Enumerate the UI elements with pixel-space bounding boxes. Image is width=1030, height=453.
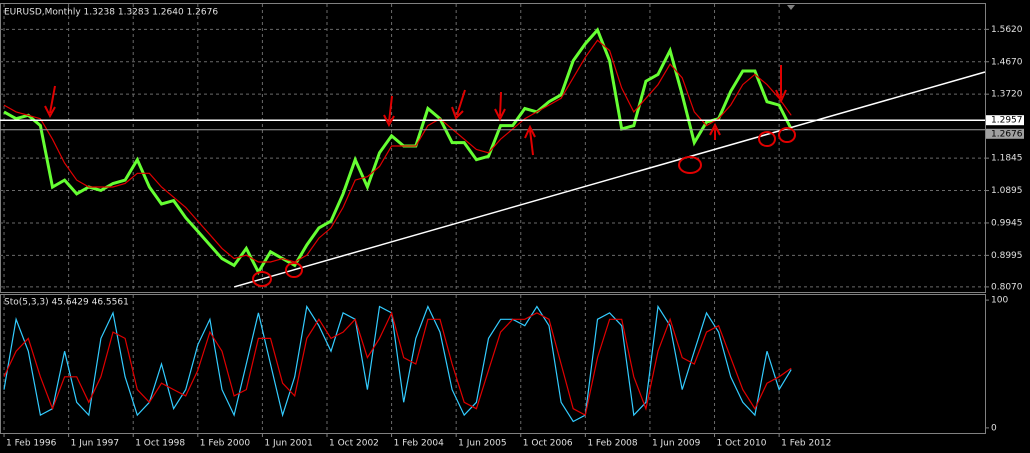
indicator-line xyxy=(3,311,792,417)
x-tick-label: 1 Feb 1996 xyxy=(6,439,57,449)
red-arrow xyxy=(451,89,466,120)
red-circle xyxy=(678,156,702,174)
price-line xyxy=(3,27,793,276)
red-circle xyxy=(778,127,796,143)
annotations xyxy=(44,65,796,287)
chart-title: EURUSD,Monthly 1.3238 1.3283 1.2640 1.26… xyxy=(4,8,218,18)
x-tick-label: 1 Jun 2009 xyxy=(652,439,701,449)
red-circle xyxy=(285,262,303,278)
x-tick-label: 1 Oct 1998 xyxy=(135,439,185,449)
red-arrow xyxy=(494,91,506,122)
indicator-line xyxy=(3,304,792,423)
y-tick-label: 1.0895 xyxy=(991,186,1023,196)
red-arrow xyxy=(709,122,721,140)
red-circle xyxy=(252,271,272,287)
price-level-box xyxy=(986,115,1024,126)
trend-line xyxy=(233,71,986,288)
red-arrow xyxy=(775,65,787,104)
price-level-label: 1.2676 xyxy=(991,129,1023,139)
x-tick-label: 1 Jun 1997 xyxy=(71,439,119,449)
y-tick-label: 1.4670 xyxy=(991,57,1023,67)
x-tick-label: 1 Jun 2005 xyxy=(458,439,506,449)
x-tick-label: 1 Feb 2012 xyxy=(781,439,831,449)
indicator-line xyxy=(3,39,792,263)
y-tick-label: 0.8995 xyxy=(991,251,1023,261)
x-tick-label: 1 Feb 2000 xyxy=(200,439,251,449)
x-tick-label: 1 Feb 2008 xyxy=(587,439,638,449)
indicator-title: Sto(5,3,3) 45.6429 46.5561 xyxy=(4,298,129,308)
red-arrow xyxy=(44,85,56,119)
y-tick-label: 0.9945 xyxy=(991,218,1023,228)
x-tick-label: 1 Feb 2004 xyxy=(394,439,445,449)
y-tick-label: 100 xyxy=(991,296,1008,306)
price-level-label: 1.2957 xyxy=(991,116,1023,126)
red-circle xyxy=(758,131,776,147)
price-level-box xyxy=(986,128,1024,139)
y-tick-label: 0 xyxy=(991,423,997,433)
x-tick-label: 1 Oct 2006 xyxy=(523,439,573,449)
main-panel-frame xyxy=(0,3,986,293)
x-tick-label: 1 Oct 2002 xyxy=(329,439,379,449)
stochastic-panel-frame xyxy=(0,294,986,434)
shift-marker xyxy=(787,5,795,10)
y-tick-label: 1.3720 xyxy=(991,90,1023,100)
x-tick-label: 1 Jun 2001 xyxy=(264,439,312,449)
y-tick-label: 0.8070 xyxy=(991,282,1023,292)
red-arrow xyxy=(383,95,395,128)
x-tick-label: 1 Oct 2010 xyxy=(717,439,767,449)
y-tick-label: 1.5620 xyxy=(991,25,1023,35)
red-arrow xyxy=(524,124,536,156)
y-tick-label: 1.1845 xyxy=(991,154,1023,164)
